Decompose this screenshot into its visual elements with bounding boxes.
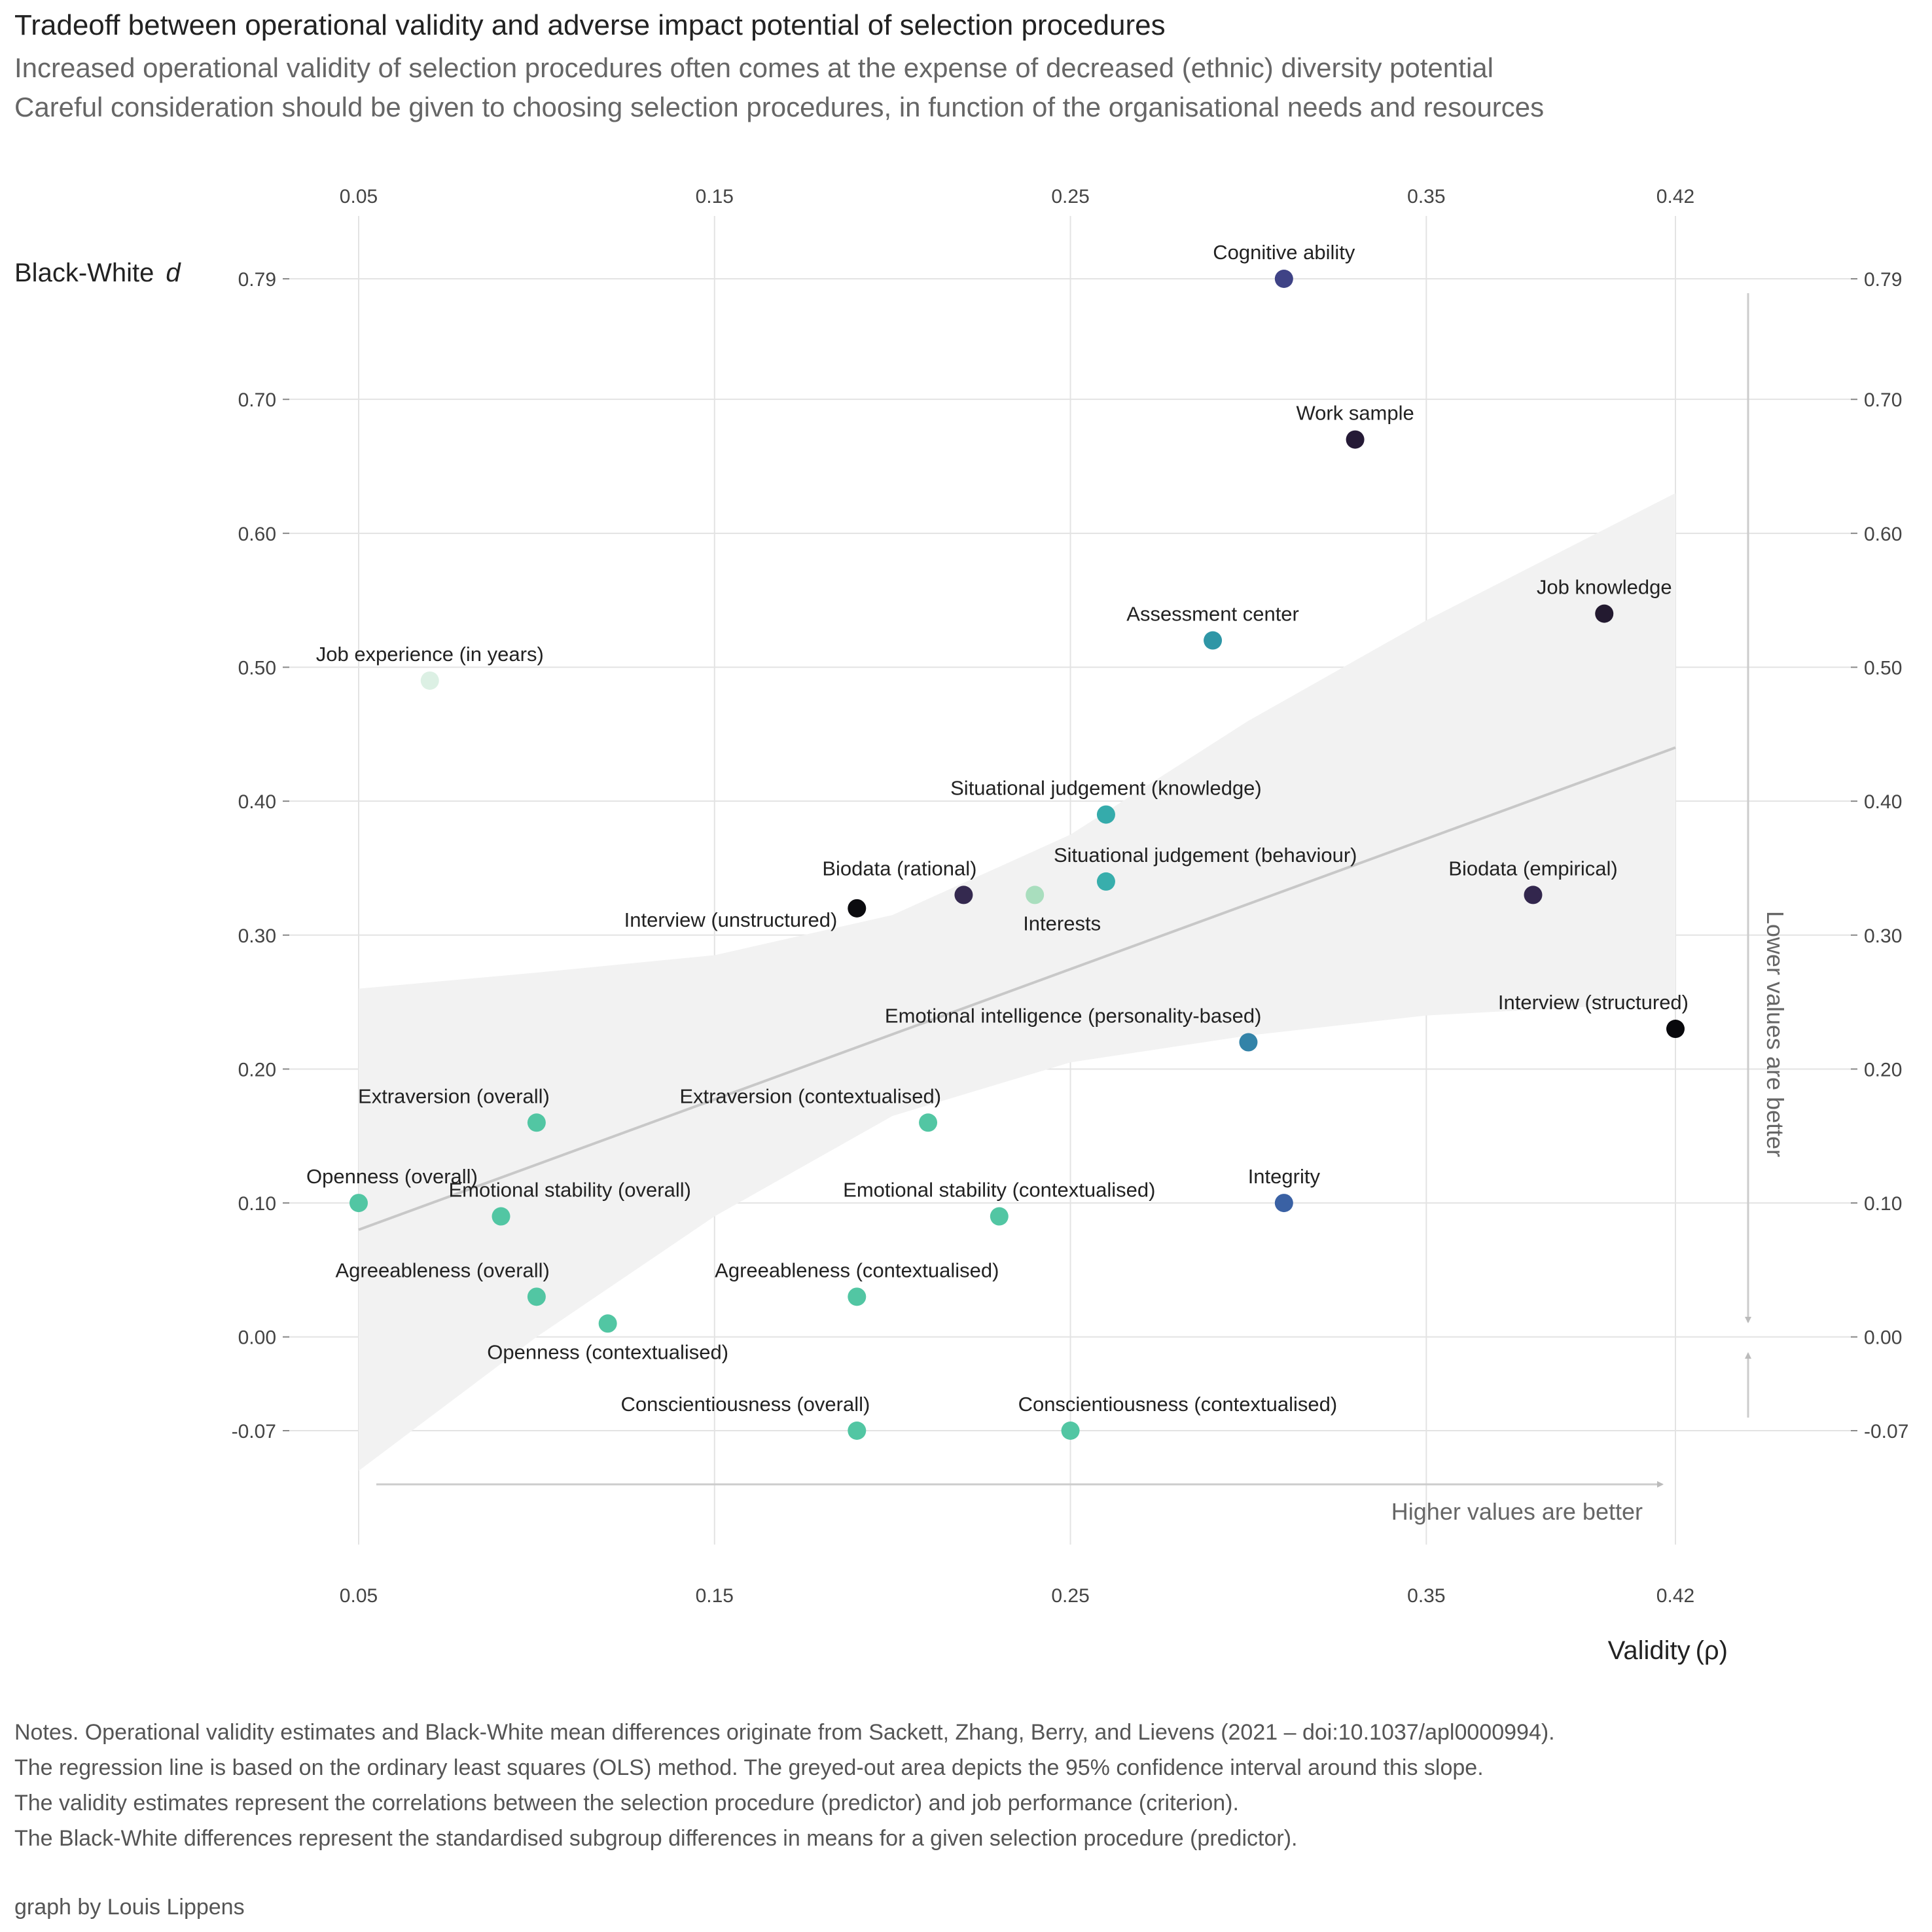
data-label: Work sample <box>1296 402 1414 425</box>
scatter-chart: 0.05 0.05 0.15 0.15 0.25 0.25 0.35 0.35 0.42 0.42… <box>14 186 1909 1665</box>
note-line: The validity estimates represent the cor… <box>14 1791 1239 1816</box>
y-tick-label-right: 0.60 <box>1864 524 1902 545</box>
data-point <box>1666 1020 1685 1039</box>
data-point <box>848 1287 867 1306</box>
data-label: Openness (overall) <box>306 1165 478 1188</box>
x-tick-label-bottom: 0.05 <box>340 1585 378 1607</box>
y-tick-label-right: 0.79 <box>1864 269 1902 291</box>
data-label: Cognitive ability <box>1213 241 1355 264</box>
data-label: Openness (contextualised) <box>487 1340 728 1363</box>
x-tick-label-top: 0.25 <box>1051 186 1089 207</box>
y-tick-label-left: 0.20 <box>238 1059 276 1081</box>
x-tick-label-bottom: 0.42 <box>1656 1585 1694 1607</box>
data-point <box>1096 872 1115 891</box>
data-point <box>954 885 973 904</box>
data-label: Interview (structured) <box>1498 991 1689 1014</box>
data-point <box>919 1113 938 1132</box>
data-point <box>1274 1194 1293 1213</box>
y-tick-label-right: 0.40 <box>1864 791 1902 813</box>
data-label: Agreeableness (overall) <box>335 1259 549 1281</box>
data-label: Situational judgement (behaviour) <box>1054 844 1357 867</box>
data-point <box>420 671 439 690</box>
y-tick-label-left: 0.40 <box>238 791 276 813</box>
y-tick-label-left: 0.60 <box>238 524 276 545</box>
regression-line <box>358 746 1676 1231</box>
y-tick-label-right: -0.07 <box>1864 1421 1908 1442</box>
data-label: Conscientiousness (overall) <box>621 1393 870 1416</box>
data-point <box>1595 604 1614 623</box>
y-tick-label-right: 0.30 <box>1864 925 1902 947</box>
data-point <box>990 1207 1009 1226</box>
data-label: Extraversion (overall) <box>358 1084 550 1107</box>
chart-title: Tradeoff between operational validity an… <box>14 9 1166 41</box>
data-point <box>848 1422 867 1440</box>
chart-subtitle-line-2: Careful consideration should be given to… <box>14 92 1545 122</box>
data-point <box>492 1207 510 1226</box>
data-label: Situational judgement (knowledge) <box>950 777 1262 800</box>
x-axis-title: Validity (ρ) <box>1608 1636 1728 1665</box>
data-label: Job knowledge <box>1537 576 1672 599</box>
data-label: Emotional stability (overall) <box>449 1179 691 1202</box>
data-label: Extraversion (contextualised) <box>679 1084 941 1107</box>
data-label: Job experience (in years) <box>316 643 544 666</box>
y-tick-label-left: 0.50 <box>238 657 276 679</box>
x-tick-label-top: 0.42 <box>1656 186 1694 207</box>
axis-ticks: 0.05 0.05 0.15 0.15 0.25 0.25 0.35 0.35 0.42 0.42… <box>232 186 1909 1607</box>
x-tick-label-top: 0.35 <box>1407 186 1445 207</box>
chart-credit: graph by Louis Lippens <box>14 1895 245 1920</box>
data-label: Integrity <box>1248 1165 1321 1188</box>
y-tick-label-right: 0.00 <box>1864 1327 1902 1349</box>
data-point <box>1204 631 1223 650</box>
x-tick-label-bottom: 0.15 <box>696 1585 734 1607</box>
note-line: The Black-White differences represent th… <box>14 1826 1298 1851</box>
y-hint-text: Lower values are better <box>1762 911 1789 1157</box>
data-point <box>1026 885 1045 904</box>
x-tick-label-top: 0.05 <box>340 186 378 207</box>
data-label: Emotional intelligence (personality-base… <box>885 1005 1262 1028</box>
x-tick-label-bottom: 0.35 <box>1407 1585 1445 1607</box>
data-point <box>1524 885 1543 904</box>
y-tick-label-left: 0.00 <box>238 1327 276 1349</box>
x-tick-label-bottom: 0.25 <box>1051 1585 1089 1607</box>
note-line: Notes. Operational validity estimates an… <box>14 1720 1555 1745</box>
data-labels: Cognitive ability Work sample Job knowledg… <box>306 241 1689 1416</box>
data-point <box>1096 805 1115 824</box>
data-label: Biodata (rational) <box>822 857 976 880</box>
data-point <box>1239 1033 1258 1052</box>
data-label: Interview (unstructured) <box>624 908 838 931</box>
data-label: Interests <box>1023 912 1101 935</box>
y-tick-label-right: 0.20 <box>1864 1059 1902 1081</box>
y-tick-label-left: -0.07 <box>232 1421 276 1442</box>
data-point <box>349 1194 368 1213</box>
x-tick-label-top: 0.15 <box>696 186 734 207</box>
data-point <box>1274 270 1293 288</box>
y-tick-label-left: 0.79 <box>238 269 276 291</box>
chart-subtitle-line-1: Increased operational validity of select… <box>14 52 1494 83</box>
data-label: Assessment center <box>1126 603 1299 626</box>
data-point <box>848 899 867 918</box>
data-label: Agreeableness (contextualised) <box>715 1259 999 1281</box>
data-point <box>527 1287 546 1306</box>
data-point <box>1061 1422 1080 1440</box>
y-tick-label-left: 0.70 <box>238 389 276 411</box>
data-label: Biodata (empirical) <box>1448 857 1617 880</box>
data-point <box>598 1314 617 1333</box>
y-axis-title: Black-White d <box>14 259 181 287</box>
y-tick-label-left: 0.30 <box>238 925 276 947</box>
data-label: Conscientiousness (contextualised) <box>1018 1393 1338 1416</box>
data-point <box>527 1113 546 1132</box>
chart-notes: Notes. Operational validity estimates an… <box>14 1715 1555 1856</box>
y-tick-label-left: 0.10 <box>238 1193 276 1215</box>
data-label: Emotional stability (contextualised) <box>843 1179 1155 1202</box>
y-tick-label-right: 0.10 <box>1864 1193 1902 1215</box>
y-tick-label-right: 0.70 <box>1864 389 1902 411</box>
data-points <box>349 270 1685 1440</box>
data-point <box>1346 430 1365 449</box>
confidence-interval-band <box>359 493 1675 1471</box>
x-hint-text: Higher values are better <box>1391 1498 1643 1525</box>
y-tick-label-right: 0.50 <box>1864 657 1902 679</box>
note-line: The regression line is based on the ordi… <box>14 1755 1484 1780</box>
